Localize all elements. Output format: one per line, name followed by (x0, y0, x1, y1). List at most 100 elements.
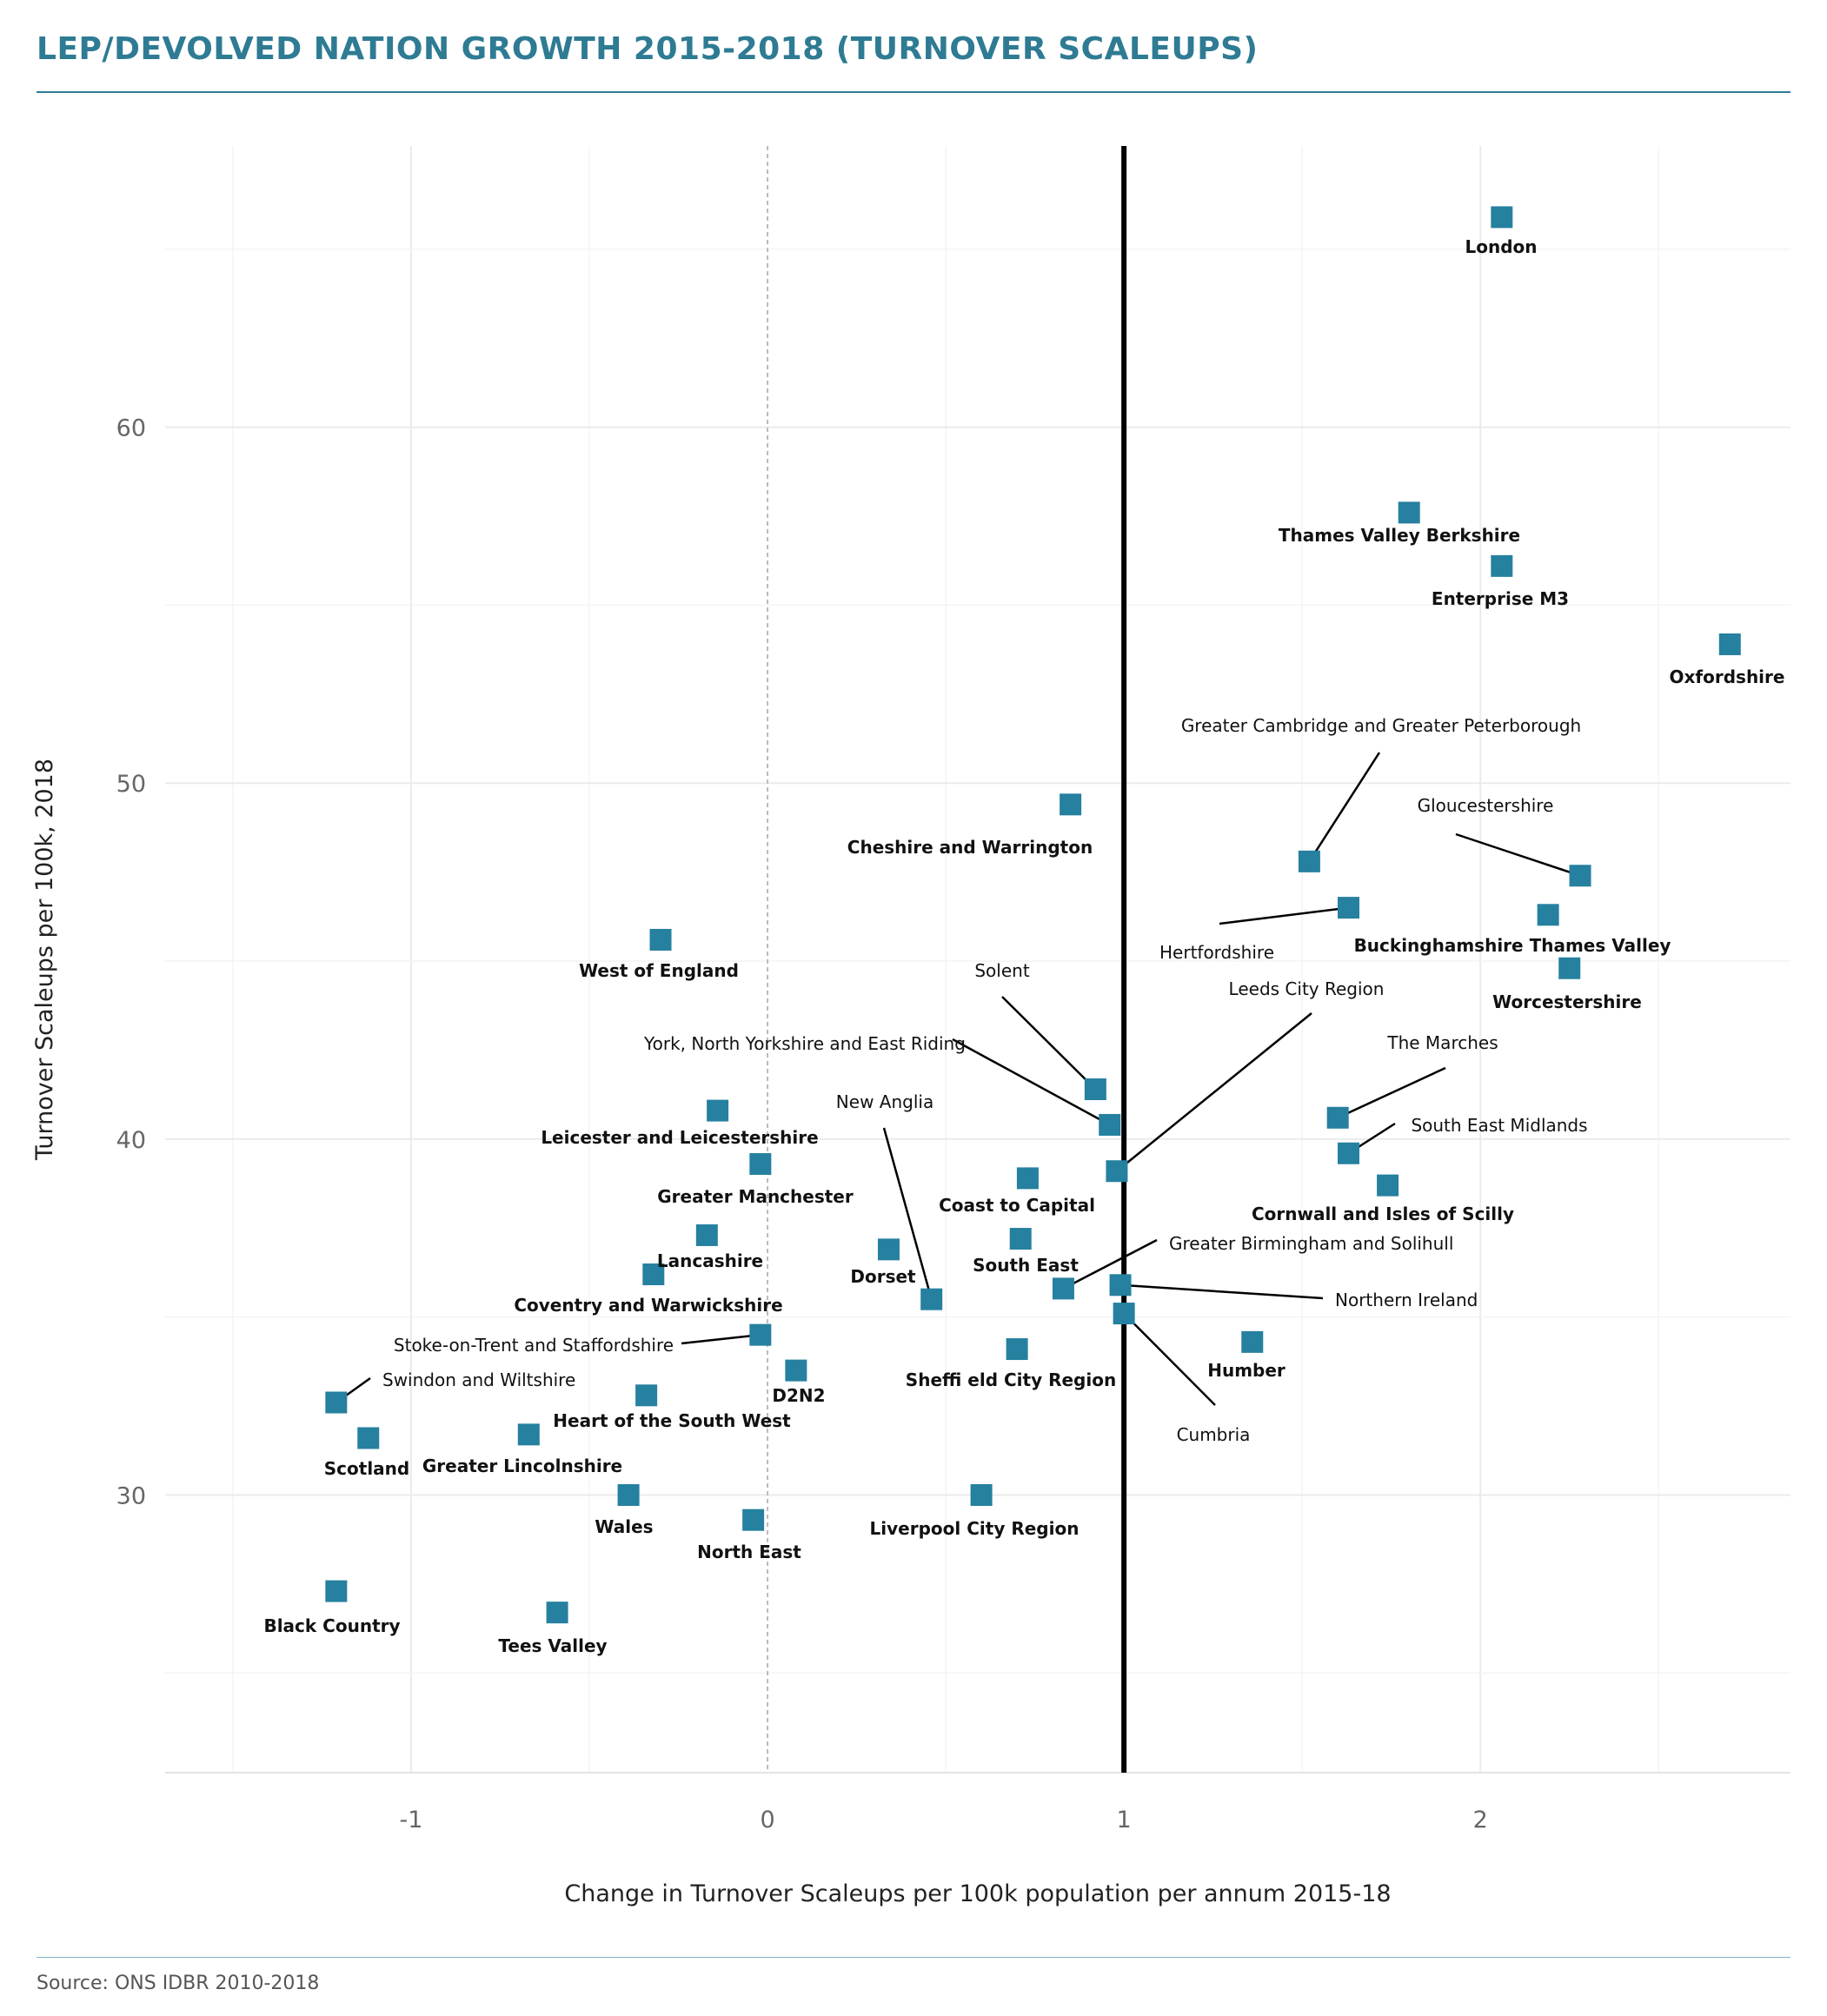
label-cumbria: Cumbria (1177, 1424, 1251, 1445)
label-the-marches: The Marches (1386, 1032, 1498, 1053)
point-worcestershire (1558, 957, 1581, 979)
point-buckinghamshire-thames-valley (1537, 904, 1559, 926)
point-south-east-midlands (1337, 1142, 1359, 1164)
label-swindon-and-wiltshire: Swindon and Wiltshire (382, 1369, 575, 1390)
label-gloucestershire: Gloucestershire (1418, 795, 1554, 816)
data-points (325, 206, 1741, 1624)
point-swindon-and-wiltshire (325, 1391, 348, 1414)
label-hertfordshire: Hertfordshire (1159, 942, 1274, 963)
point-cumbria (1113, 1303, 1135, 1325)
label-leeds-city-region: Leeds City Region (1229, 978, 1385, 999)
x-tick-label: 0 (760, 1807, 774, 1834)
point-wales (617, 1483, 640, 1506)
label-d2n2: D2N2 (772, 1385, 825, 1406)
leader-new-anglia (882, 1127, 933, 1300)
label-cheshire-and-warrington: Cheshire and Warrington (847, 837, 1093, 858)
point-coventry-and-warwickshire (642, 1263, 665, 1286)
leader-cumbria (1123, 1312, 1216, 1406)
x-axis-ticks: -1 0 1 2 (399, 1807, 1487, 1834)
leader-solent (1001, 996, 1097, 1091)
point-greater-manchester (749, 1153, 772, 1176)
point-greater-birmingham-and-solihull (1052, 1277, 1074, 1300)
leader-northern-ireland (1119, 1283, 1324, 1300)
point-solent (1084, 1078, 1106, 1101)
scatter-chart: London Thames Valley Berkshire Enterprise … (31, 146, 1790, 1907)
title-divider (37, 91, 1790, 93)
point-west-of-england (649, 928, 672, 951)
point-oxfordshire (1718, 633, 1741, 655)
leader-gloucestershire (1455, 832, 1581, 877)
label-oxfordshire: Oxfordshire (1670, 666, 1785, 687)
label-greater-birmingham-and-solihull: Greater Birmingham and Solihull (1169, 1233, 1453, 1254)
point-scotland (357, 1427, 380, 1449)
source-note: Source: ONS IDBR 2010-2018 (37, 1973, 320, 1994)
y-tick-label: 30 (116, 1482, 146, 1509)
point-south-east (1009, 1228, 1032, 1250)
point-thames-valley-berkshire (1398, 501, 1420, 524)
point-hertfordshire (1337, 897, 1359, 919)
label-south-east-midlands: South East Midlands (1411, 1115, 1587, 1136)
point-the-marches (1326, 1106, 1349, 1129)
label-worcestershire: Worcestershire (1492, 991, 1642, 1012)
label-tees-valley: Tees Valley (498, 1635, 607, 1656)
point-cornwall-and-isles-of-scilly (1377, 1174, 1399, 1197)
point-london (1491, 206, 1513, 229)
label-coast-to-capital: Coast to Capital (939, 1195, 1095, 1216)
y-tick-label: 40 (116, 1127, 146, 1154)
point-new-anglia (920, 1288, 943, 1310)
y-axis-label: Turnover Scaleups per 100k, 2018 (31, 759, 58, 1161)
footer-divider (37, 1957, 1790, 1958)
point-cheshire-and-warrington (1060, 793, 1082, 816)
x-tick-label: 2 (1473, 1807, 1488, 1834)
label-thames-valley-berkshire: Thames Valley Berkshire (1279, 525, 1520, 546)
label-london: London (1465, 236, 1537, 257)
label-humber: Humber (1207, 1360, 1286, 1381)
point-black-country (325, 1580, 348, 1602)
point-stoke-on-trent-and-staffordshire (749, 1323, 772, 1346)
point-leeds-city-region (1106, 1160, 1128, 1183)
leader-stoke-on-trent-and-staffordshire (681, 1333, 761, 1345)
label-greater-lincolnshire: Greater Lincolnshire (422, 1456, 622, 1476)
label-wales: Wales (595, 1516, 653, 1537)
y-tick-label: 50 (116, 771, 146, 798)
label-greater-manchester: Greater Manchester (657, 1186, 854, 1207)
point-labels: London Thames Valley Berkshire Enterprise … (263, 236, 1784, 1656)
label-enterprise-m3: Enterprise M3 (1432, 588, 1569, 609)
leader-the-marches (1337, 1066, 1446, 1119)
label-leader-lines (336, 752, 1581, 1406)
leader-york-north-yorkshire-and-east-riding (952, 1038, 1111, 1126)
reference-lines (767, 146, 1127, 1773)
point-coast-to-capital (1016, 1167, 1039, 1190)
label-lancashire: Lancashire (657, 1250, 763, 1271)
label-heart-of-the-south-west: Heart of the South West (553, 1410, 791, 1431)
point-leicester-and-leicestershire (707, 1099, 729, 1122)
point-york-north-yorkshire-and-east-riding (1099, 1113, 1121, 1136)
point-humber (1241, 1330, 1264, 1353)
point-heart-of-the-south-west (635, 1384, 658, 1407)
label-scotland: Scotland (324, 1458, 409, 1479)
label-south-east: South East (973, 1255, 1079, 1276)
point-tees-valley (546, 1602, 568, 1624)
point-liverpool-city-region (970, 1483, 993, 1506)
point-enterprise-m3 (1491, 554, 1513, 577)
point-northern-ireland (1109, 1274, 1132, 1296)
x-axis-label: Change in Turnover Scaleups per 100k pop… (564, 1880, 1391, 1907)
point-dorset (877, 1238, 900, 1261)
label-northern-ireland: Northern Ireland (1335, 1290, 1478, 1310)
label-dorset: Dorset (850, 1266, 916, 1287)
point-sheffield-city-region (1006, 1338, 1028, 1361)
label-leicester-and-leicestershire: Leicester and Leicestershire (541, 1127, 818, 1148)
label-greater-cambridge-and-greater-peterborough: Greater Cambridge and Greater Peterborou… (1181, 715, 1581, 736)
y-axis-ticks: 30 40 50 60 (116, 415, 146, 1510)
point-greater-cambridge-and-greater-peterborough (1298, 850, 1320, 872)
label-buckinghamshire-thames-valley: Buckinghamshire Thames Valley (1354, 935, 1671, 956)
leader-greater-cambridge-and-greater-peterborough (1308, 752, 1381, 863)
label-north-east: North East (697, 1542, 801, 1562)
leader-hertfordshire (1219, 906, 1349, 925)
point-lancashire (695, 1224, 718, 1246)
label-solent: Solent (974, 960, 1029, 981)
label-black-country: Black Country (263, 1615, 400, 1636)
label-new-anglia: New Anglia (836, 1091, 933, 1112)
leader-leeds-city-region (1116, 1012, 1312, 1172)
label-sheffield-city-region: Sheffi eld City Region (906, 1369, 1116, 1390)
